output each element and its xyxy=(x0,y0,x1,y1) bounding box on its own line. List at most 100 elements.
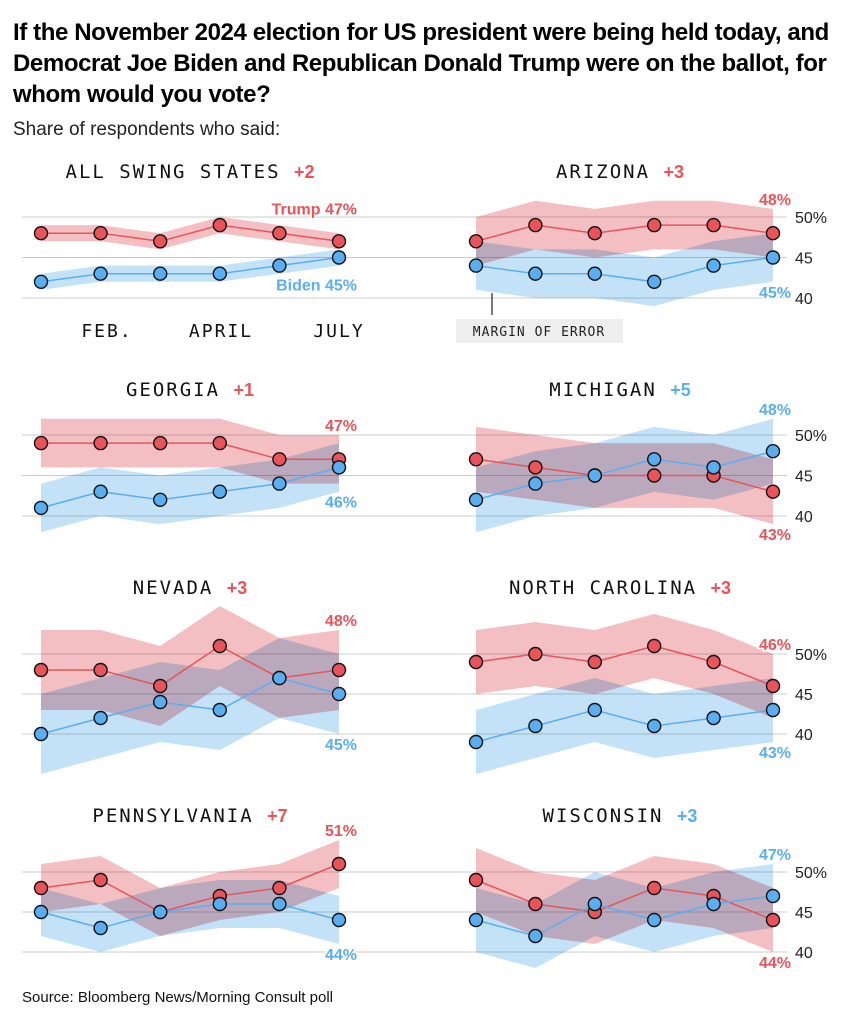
biden-end-label: Biden 45% xyxy=(276,278,357,295)
biden-point xyxy=(587,702,602,718)
panel-name: PENNSYLVANIA xyxy=(92,805,267,827)
biden-end-label: 46% xyxy=(325,495,357,512)
biden-point xyxy=(93,484,108,499)
biden-line xyxy=(40,466,340,509)
biden-point xyxy=(93,266,108,281)
biden-point xyxy=(765,250,781,265)
trump-point xyxy=(272,225,287,241)
trump-line xyxy=(41,442,339,461)
trump-point xyxy=(93,435,108,451)
biden-line xyxy=(475,256,774,283)
trump-point xyxy=(647,217,662,233)
biden-point xyxy=(331,460,347,475)
trump-line xyxy=(475,645,774,687)
trump-line xyxy=(41,645,340,687)
y-axis-label: 45 xyxy=(795,469,813,486)
panel-lead: +5 xyxy=(670,380,691,400)
biden-line xyxy=(475,450,774,501)
y-axis-label: 45 xyxy=(795,687,813,704)
biden-point xyxy=(152,904,168,920)
biden-margin-band xyxy=(41,443,339,533)
panel-wisconsin: WISCONSIN +3 44% 47%50% 45 40 xyxy=(430,805,827,974)
y-axis-label: 50% xyxy=(795,865,827,882)
trump-point xyxy=(272,452,287,467)
trump-point xyxy=(765,912,781,928)
trump-point xyxy=(706,654,721,670)
trump-end-label: 48% xyxy=(759,192,791,209)
y-axis-label: 50% xyxy=(795,428,827,445)
trump-point xyxy=(33,225,49,241)
panel-title: WISCONSIN +3 xyxy=(543,805,698,827)
biden-point xyxy=(272,476,287,491)
trump-point xyxy=(468,234,484,249)
trump-point xyxy=(528,646,543,662)
trump-point xyxy=(647,638,662,654)
panel-lead: +3 xyxy=(663,162,684,182)
biden-point xyxy=(272,258,287,273)
biden-line xyxy=(40,677,340,735)
y-axis-label: 40 xyxy=(795,945,813,962)
biden-point xyxy=(212,266,228,281)
panel-title: GEORGIA +1 xyxy=(126,379,254,401)
biden-point xyxy=(33,904,49,920)
trump-point xyxy=(331,662,347,678)
x-axis-label: JULY xyxy=(313,321,364,342)
trump-point xyxy=(765,678,781,694)
panel-name: ALL SWING STATES xyxy=(66,161,294,183)
trump-point xyxy=(647,880,662,896)
trump-point xyxy=(331,856,347,872)
biden-point xyxy=(468,912,484,928)
biden-point xyxy=(33,726,49,742)
trump-line xyxy=(40,863,340,913)
biden-end-label: 48% xyxy=(759,402,791,419)
biden-point xyxy=(765,702,781,718)
trump-end-label: 43% xyxy=(759,527,791,544)
biden-point xyxy=(647,274,662,289)
biden-point xyxy=(706,896,721,912)
biden-end-label: 47% xyxy=(759,847,791,864)
biden-point xyxy=(468,258,484,273)
trump-point xyxy=(272,880,287,896)
biden-line xyxy=(475,895,774,937)
trump-point xyxy=(765,484,781,499)
biden-point xyxy=(152,266,168,281)
trump-point xyxy=(33,662,49,678)
panel-georgia: GEORGIA +1 47% 46% xyxy=(22,379,430,533)
biden-point xyxy=(272,896,287,912)
panel-lead: +3 xyxy=(677,806,698,826)
trump-point xyxy=(468,872,484,888)
chart-title: If the November 2024 election for US pre… xyxy=(13,19,829,108)
panel-all-swing-states: ALL SWING STATES +2 Trump 47% Biden 45% xyxy=(22,161,430,299)
panel-north-carolina: NORTH CAROLINA +3 46% 43% 50% 45 40 xyxy=(430,577,827,774)
trump-point xyxy=(212,435,228,451)
biden-point xyxy=(765,888,781,904)
panel-title: PENNSYLVANIA +7 xyxy=(92,805,287,827)
y-axis-label: 50% xyxy=(795,210,827,227)
y-axis-label: 45 xyxy=(795,251,813,268)
biden-margin-band xyxy=(476,233,773,307)
chart-subtitle: Share of respondents who said: xyxy=(13,119,281,140)
trump-line xyxy=(41,224,340,243)
trump-point xyxy=(587,654,602,670)
panel-lead: +1 xyxy=(233,380,254,400)
trump-point xyxy=(33,880,49,896)
trump-point xyxy=(152,435,168,451)
biden-point xyxy=(272,670,287,686)
biden-point xyxy=(706,710,721,726)
trump-line xyxy=(475,879,774,921)
biden-point xyxy=(331,250,347,265)
trump-point xyxy=(212,217,228,233)
y-axis-label: 50% xyxy=(795,647,827,664)
panel-name: NORTH CAROLINA xyxy=(509,577,711,599)
trump-end-label: 51% xyxy=(325,823,357,840)
biden-point xyxy=(647,912,662,928)
y-axis-label: 40 xyxy=(795,291,813,308)
biden-point xyxy=(212,896,228,912)
x-axis-label: APRIL xyxy=(189,321,253,342)
panel-lead: +3 xyxy=(711,578,732,598)
panel-title: NEVADA +3 xyxy=(133,577,248,599)
biden-point xyxy=(528,476,543,491)
biden-point xyxy=(33,500,49,516)
trump-margin-band xyxy=(476,614,773,718)
